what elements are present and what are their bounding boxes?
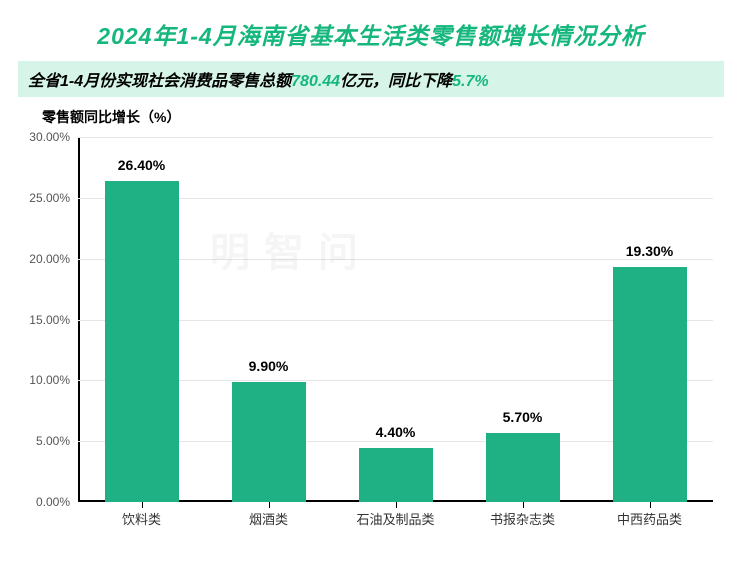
subtitle-prefix: 全省1-4月份实现社会消费品零售总额: [28, 73, 291, 90]
x-tick-label: 书报杂志类: [463, 509, 583, 528]
x-tick-mark: [142, 502, 143, 508]
y-tick-label: 20.00%: [18, 252, 70, 266]
y-tick-label: 30.00%: [18, 130, 70, 144]
y-tick-label: 0.00%: [18, 495, 70, 509]
chart-title: 2024年1-4月海南省基本生活类零售额增长情况分析: [0, 0, 742, 57]
subtitle-value2: 5.7%: [452, 73, 488, 90]
x-tick-mark: [269, 502, 270, 508]
bar-value-label: 5.70%: [463, 409, 583, 425]
bar: [486, 433, 560, 502]
x-tick-label: 中西药品类: [590, 509, 710, 528]
chart-area: 0.00%5.00%10.00%15.00%20.00%25.00%30.00%…: [78, 137, 713, 502]
bar: [613, 267, 687, 502]
y-tick-label: 5.00%: [18, 434, 70, 448]
bar-value-label: 26.40%: [82, 157, 202, 173]
x-tick-mark: [523, 502, 524, 508]
y-tick-label: 25.00%: [18, 191, 70, 205]
bar: [232, 382, 306, 502]
bar: [359, 448, 433, 502]
subtitle-bar: 全省1-4月份实现社会消费品零售总额780.44亿元，同比下降5.7%: [18, 61, 724, 97]
y-axis-title: 零售额同比增长（%）: [42, 107, 742, 127]
grid-line: [78, 137, 713, 138]
bar-value-label: 4.40%: [336, 424, 456, 440]
x-tick-mark: [396, 502, 397, 508]
y-tick-label: 10.00%: [18, 373, 70, 387]
x-tick-label: 烟酒类: [209, 509, 329, 528]
x-tick-mark: [650, 502, 651, 508]
subtitle-mid: 亿元，同比下降: [340, 73, 452, 90]
bar: [105, 181, 179, 502]
x-tick-label: 饮料类: [82, 509, 202, 528]
bar-value-label: 19.30%: [590, 243, 710, 259]
subtitle-value1: 780.44: [291, 73, 340, 90]
y-tick-label: 15.00%: [18, 313, 70, 327]
x-tick-label: 石油及制品类: [336, 509, 456, 528]
bar-value-label: 9.90%: [209, 358, 329, 374]
